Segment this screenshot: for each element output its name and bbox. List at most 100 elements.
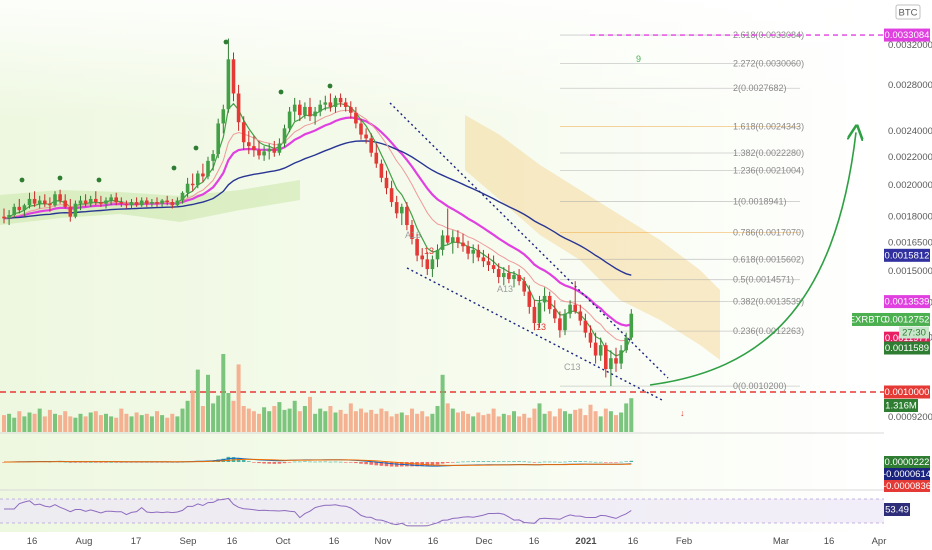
volume-bar xyxy=(88,412,93,432)
candle xyxy=(354,106,358,129)
price-tag-label: 0.0033084 xyxy=(885,30,930,41)
candle-body xyxy=(68,206,73,217)
volume-bar xyxy=(364,412,369,432)
volume-bar xyxy=(552,416,557,432)
trend-channel[interactable] xyxy=(389,102,669,401)
candle-body xyxy=(180,192,185,201)
candle xyxy=(185,177,190,198)
symbol-badge[interactable]: BTC xyxy=(895,4,921,20)
candle xyxy=(547,291,552,314)
candle xyxy=(338,93,343,107)
candle xyxy=(201,163,205,183)
candle-body xyxy=(496,269,501,278)
time-axis[interactable]: 16 Aug 17 Sep 16 Oct 16 Nov 16 Dec 16 2021 16 Feb Mar 1… xyxy=(27,536,887,547)
macd-histogram-bar xyxy=(476,461,481,462)
volume-bar xyxy=(73,417,78,432)
macd-histogram-bar xyxy=(573,461,577,462)
candle-body xyxy=(241,122,246,143)
candle-body xyxy=(338,97,343,103)
candle xyxy=(216,118,220,159)
macd-histogram-bar xyxy=(425,462,430,466)
time-tick-label: 2021 xyxy=(575,536,597,547)
volume-bar xyxy=(12,417,17,432)
signal-dot xyxy=(193,145,199,151)
macd-histogram-bar xyxy=(63,461,67,463)
candle-body xyxy=(160,200,164,204)
candle-body xyxy=(43,200,47,204)
rsi-tag xyxy=(884,503,910,516)
volume-bar xyxy=(257,413,261,432)
volume-bar xyxy=(593,411,598,432)
candle-body xyxy=(507,273,511,280)
candlesticks[interactable] xyxy=(2,38,634,387)
chart-top-fade xyxy=(0,0,884,120)
macd-histogram-bar xyxy=(598,461,603,463)
candle xyxy=(313,106,317,125)
volume-bar xyxy=(410,408,414,432)
candle xyxy=(415,233,419,262)
candle xyxy=(405,202,409,231)
candle-body xyxy=(359,123,363,135)
macd-histogram-bar xyxy=(517,461,521,462)
candle xyxy=(466,240,470,260)
candle xyxy=(318,100,322,117)
candle xyxy=(196,170,200,189)
candle-body xyxy=(588,332,593,343)
fib-label: 2(0.0027682) xyxy=(733,83,787,93)
candle xyxy=(563,309,567,336)
volume-bar xyxy=(308,396,312,432)
candle-body xyxy=(425,259,430,270)
time-tick-label: Nov xyxy=(375,536,392,547)
volume-bar xyxy=(501,413,506,432)
macd-histogram-bar xyxy=(267,462,271,464)
volume-bar xyxy=(302,406,307,432)
candle-body xyxy=(420,255,424,260)
fib-label: 1.382(0.0022280) xyxy=(733,148,804,158)
candle-body xyxy=(22,205,27,211)
candle-body xyxy=(134,202,139,206)
macd-histogram-bar xyxy=(287,462,292,463)
volume-bar xyxy=(297,411,302,432)
candle-body xyxy=(405,206,409,226)
volume-bar xyxy=(58,415,63,432)
macd-histogram-bar xyxy=(88,461,93,463)
macd-histogram-bar xyxy=(236,458,241,462)
moving-average-line xyxy=(3,116,632,327)
macd-histogram-bar xyxy=(389,462,394,467)
macd-histogram-bar xyxy=(405,462,409,467)
macd-histogram-bar xyxy=(298,461,302,463)
rsi-band xyxy=(0,499,884,523)
macd-histogram-bar xyxy=(410,462,414,467)
macd-histogram-bar xyxy=(104,462,108,463)
candle xyxy=(583,313,588,338)
candle-body xyxy=(231,59,236,94)
macd-histogram-bar xyxy=(369,462,373,465)
candle xyxy=(124,200,129,209)
candle-body xyxy=(206,160,210,177)
candle-body xyxy=(517,275,521,282)
candle-body xyxy=(486,261,491,266)
candle xyxy=(445,208,450,245)
candle xyxy=(282,124,287,148)
candle xyxy=(68,198,73,222)
macd-histogram-bar xyxy=(568,461,572,462)
candle xyxy=(17,198,22,214)
candle-body xyxy=(471,249,475,254)
volume-bar xyxy=(353,411,358,432)
macd-histogram-bar xyxy=(624,461,628,463)
volume-bar xyxy=(537,403,542,432)
macd-histogram-bar xyxy=(527,461,532,463)
price-tick-label: 0.0009200 xyxy=(888,412,932,423)
candle-body xyxy=(58,194,62,201)
candle xyxy=(507,265,511,284)
candle xyxy=(410,219,414,245)
volume-bar xyxy=(93,411,98,432)
projection-arrow[interactable] xyxy=(649,132,856,386)
candle-body xyxy=(593,342,598,356)
candle-body xyxy=(63,200,67,207)
macd-tag xyxy=(884,468,930,480)
price-tag-label: 0.0012752 xyxy=(885,314,930,325)
macd-histogram-bar xyxy=(604,462,608,463)
